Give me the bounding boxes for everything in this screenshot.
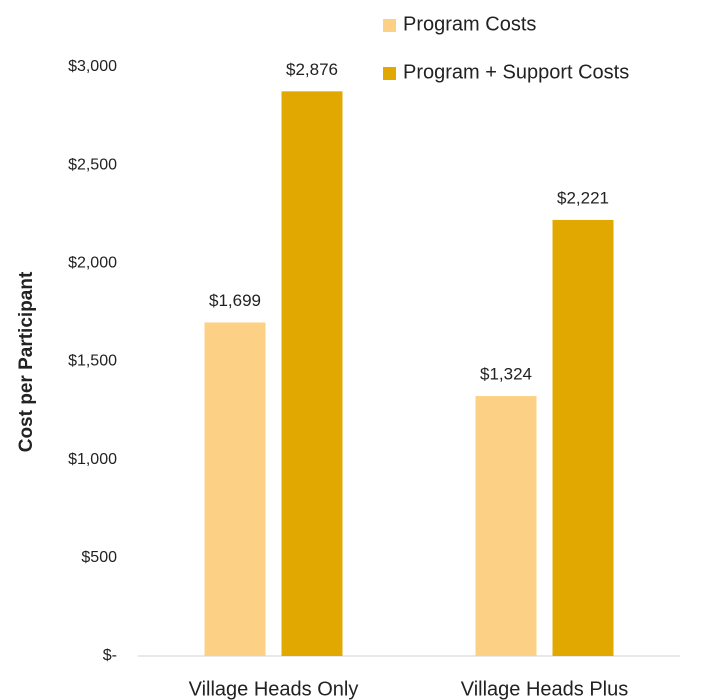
legend-label: Program Costs (403, 13, 536, 35)
value-label: $1,699 (209, 291, 261, 310)
y-tick-label: $2,500 (68, 156, 117, 173)
x-tick-label: Village Heads Only (189, 678, 359, 700)
legend-label: Program + Support Costs (403, 61, 629, 83)
bar (552, 219, 614, 656)
y-tick-label: $1,000 (68, 451, 117, 468)
y-axis-title: Cost per Participant (16, 271, 37, 452)
value-label: $2,221 (557, 188, 609, 207)
bar (204, 322, 266, 656)
y-tick-label: $500 (81, 549, 117, 566)
legend-swatch (383, 19, 396, 32)
value-label: $1,324 (480, 365, 532, 384)
y-tick-label: $2,000 (68, 255, 117, 272)
y-tick-label: $1,500 (68, 353, 117, 370)
bar (475, 396, 537, 656)
legend-swatch (383, 67, 396, 80)
y-tick-label: $3,000 (68, 58, 117, 75)
y-tick-label: $- (103, 647, 117, 664)
value-label: $2,876 (286, 60, 338, 79)
bar (281, 91, 343, 656)
x-tick-label: Village Heads Plus (461, 678, 629, 700)
